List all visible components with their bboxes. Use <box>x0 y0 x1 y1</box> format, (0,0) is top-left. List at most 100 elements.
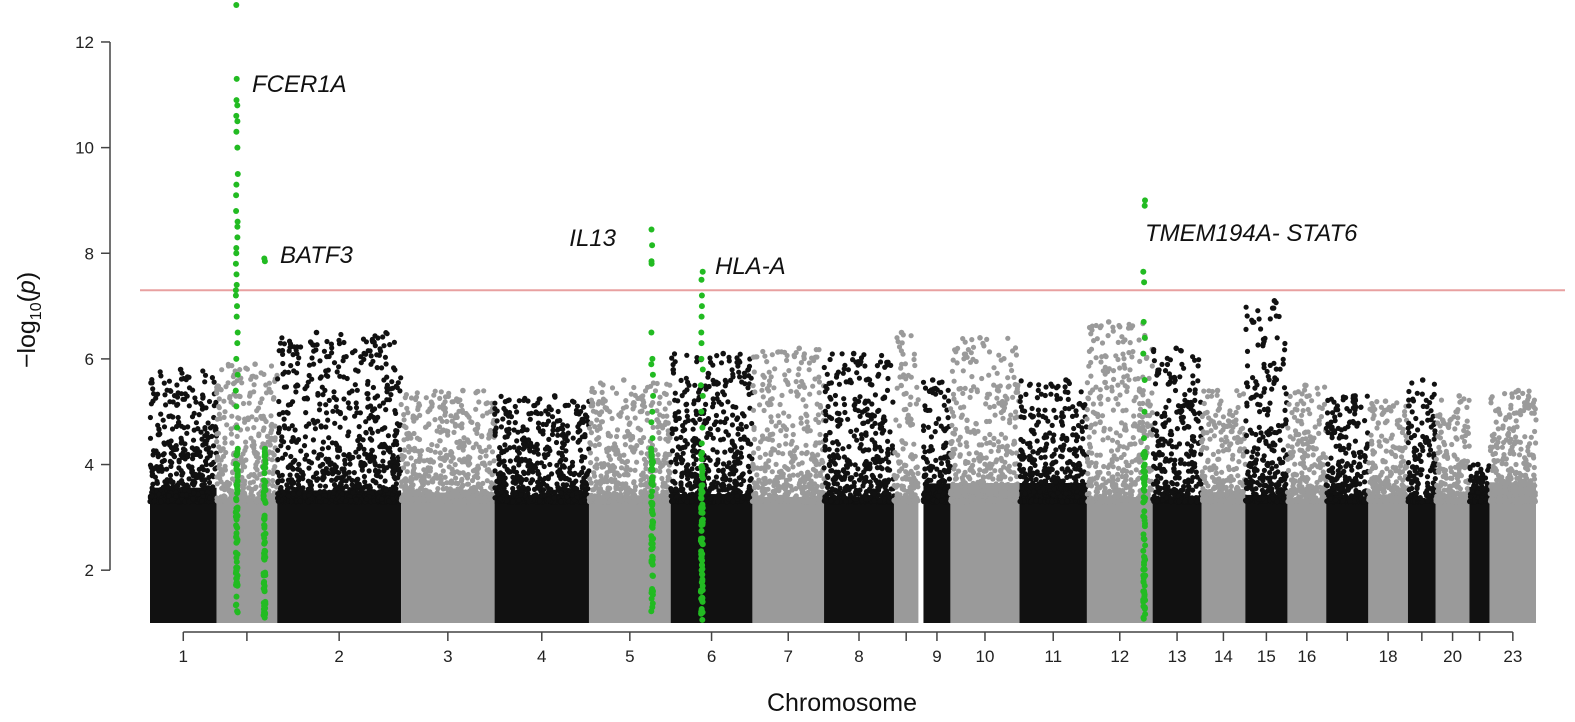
snp-point <box>831 455 838 461</box>
snp-point <box>487 496 493 502</box>
snp-point <box>693 411 700 417</box>
snp-point <box>795 372 801 378</box>
snp-point <box>535 410 541 417</box>
snp-point <box>522 456 528 463</box>
snp-point <box>881 414 887 420</box>
chromosome-points <box>668 350 756 623</box>
snp-point <box>680 428 686 434</box>
snp-point <box>454 414 460 420</box>
snp-point <box>167 472 174 478</box>
snp-point <box>783 377 789 383</box>
snp-point <box>845 416 851 422</box>
snp-point <box>661 458 667 464</box>
snp-point <box>594 465 600 471</box>
snp-point <box>353 400 359 406</box>
snp-point <box>703 401 709 407</box>
snp-point <box>816 347 822 353</box>
snp-point <box>303 410 309 416</box>
snp-point <box>241 458 247 464</box>
snp-point <box>492 485 498 491</box>
snp-point <box>710 435 716 441</box>
snp-point <box>302 434 308 440</box>
snp-point <box>190 496 196 502</box>
snp-point <box>438 389 444 395</box>
snp-point <box>796 461 802 467</box>
snp-point <box>642 498 648 504</box>
snp-point <box>560 474 566 480</box>
snp-point <box>575 429 581 435</box>
snp-point <box>437 415 443 421</box>
snp-point <box>387 463 393 469</box>
snp-point <box>656 429 662 436</box>
snp-point <box>654 380 660 387</box>
snp-point <box>383 361 389 367</box>
snp-point <box>440 402 446 408</box>
snp-point <box>520 446 526 452</box>
snp-point <box>341 339 347 346</box>
snp-point <box>635 498 642 504</box>
snp-point <box>788 388 794 394</box>
snp-point <box>375 428 381 434</box>
snp-point <box>276 348 282 354</box>
snp-point <box>658 423 664 429</box>
snp-point <box>813 473 819 479</box>
snp-point <box>309 376 315 382</box>
snp-point <box>823 418 829 424</box>
snp-point <box>806 360 813 366</box>
snp-point <box>684 352 690 358</box>
snp-point <box>324 338 330 345</box>
snp-point <box>257 400 263 406</box>
snp-point <box>684 498 690 505</box>
snp-point <box>183 492 189 498</box>
snp-point <box>173 489 179 495</box>
snp-point <box>442 447 448 453</box>
snp-point <box>263 390 270 396</box>
snp-point <box>773 423 779 429</box>
snp-point <box>790 458 796 464</box>
snp-point <box>270 482 276 489</box>
snp-point <box>580 465 586 471</box>
snp-point <box>666 400 673 406</box>
snp-point <box>365 381 371 387</box>
snp-point <box>384 382 390 388</box>
snp-point <box>214 390 220 396</box>
snp-point <box>605 485 611 491</box>
snp-point <box>368 361 374 367</box>
snp-point <box>191 490 197 496</box>
snp-point <box>472 488 479 494</box>
snp-point <box>832 495 838 501</box>
snp-point <box>221 481 227 488</box>
snp-point <box>398 483 404 489</box>
snp-point <box>827 429 833 436</box>
snp-point <box>570 435 576 441</box>
snp-point <box>813 416 819 423</box>
snp-point <box>867 479 873 485</box>
snp-point <box>655 452 661 458</box>
snp-point <box>339 491 345 497</box>
snp-point <box>871 491 877 497</box>
snp-point <box>173 471 180 477</box>
snp-point <box>546 406 552 412</box>
snp-point <box>335 446 341 452</box>
snp-point <box>287 472 293 478</box>
snp-point <box>251 439 257 445</box>
snp-point <box>483 401 489 407</box>
snp-point <box>288 498 295 505</box>
snp-point <box>205 420 211 426</box>
snp-point <box>535 400 541 406</box>
snp-point <box>853 489 859 495</box>
snp-point <box>460 409 466 415</box>
snp-point <box>567 469 573 475</box>
snp-point <box>782 372 788 378</box>
snp-point <box>379 496 385 502</box>
snp-point <box>557 417 563 424</box>
snp-point <box>497 496 503 502</box>
snp-point <box>214 498 220 504</box>
snp-point <box>350 454 356 460</box>
snp-point <box>546 436 552 442</box>
snp-point <box>710 447 716 453</box>
snp-point <box>349 482 355 488</box>
snp-point <box>769 352 775 358</box>
snp-point <box>161 440 167 446</box>
snp-point <box>179 438 185 444</box>
